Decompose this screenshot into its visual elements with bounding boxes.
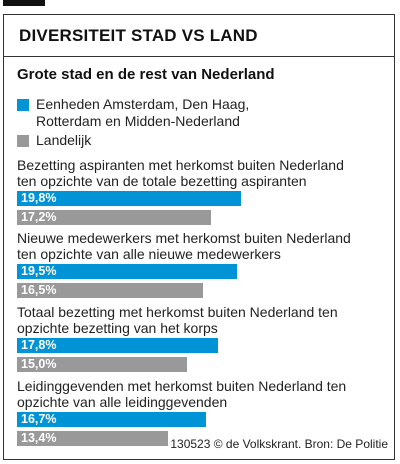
category-label: Totaal bezetting met herkomst buiten Ned… <box>17 304 338 336</box>
bar-cities: 19,5% <box>17 264 237 279</box>
bar-value-label: 17,2% <box>21 210 57 224</box>
bar-value-label: 16,7% <box>21 412 57 426</box>
bar-national: 15,0% <box>17 357 187 372</box>
bar-national: 17,2% <box>17 210 211 225</box>
bar-cities: 19,8% <box>17 191 241 206</box>
bar-cities: 16,7% <box>17 412 206 427</box>
bar-value-label: 15,0% <box>21 357 57 371</box>
legend-swatch-national <box>17 135 29 147</box>
legend-swatch-cities <box>17 99 29 111</box>
source-note: 130523 © de Volkskrant. Bron: De Politie <box>170 437 388 451</box>
bar-value-label: 16,5% <box>21 283 57 297</box>
legend-item-cities: Eenheden Amsterdam, Den Haag, Rotterdam … <box>17 96 317 130</box>
bar-national: 16,5% <box>17 283 203 298</box>
bar-national: 13,4% <box>17 431 168 446</box>
legend-label-cities: Eenheden Amsterdam, Den Haag, Rotterdam … <box>36 96 250 129</box>
bar-cities: 17,8% <box>17 338 218 353</box>
category-label: Bezetting aspiranten met herkomst buiten… <box>17 157 344 189</box>
legend-item-national: Landelijk <box>17 132 91 149</box>
chart-subtitle: Grote stad en de rest van Nederland <box>17 66 275 83</box>
chart-frame <box>3 14 395 460</box>
bar-value-label: 19,5% <box>21 264 57 278</box>
header-accent-bar <box>3 0 45 6</box>
category-label: Leidinggevenden met herkomst buiten Nede… <box>17 378 347 410</box>
bar-value-label: 13,4% <box>21 431 57 445</box>
bar-value-label: 17,8% <box>21 338 57 352</box>
legend-label-national: Landelijk <box>36 132 92 148</box>
bar-value-label: 19,8% <box>21 191 57 205</box>
category-label: Nieuwe medewerkers met herkomst buiten N… <box>17 230 351 262</box>
chart-title: DIVERSITEIT STAD VS LAND <box>19 26 258 45</box>
title-divider <box>3 56 395 57</box>
